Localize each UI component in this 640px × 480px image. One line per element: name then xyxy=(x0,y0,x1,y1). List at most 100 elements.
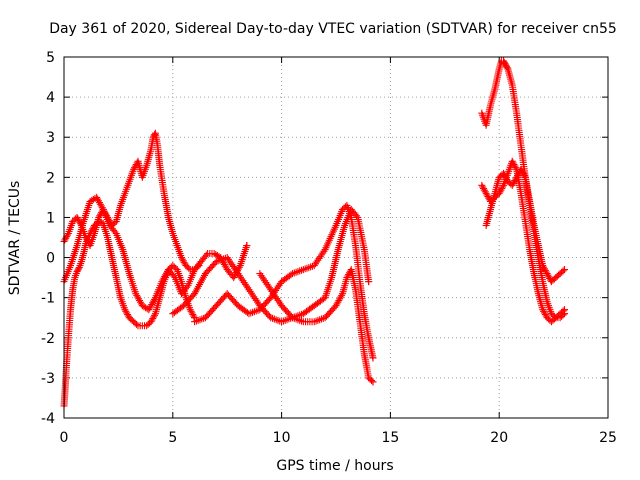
data-point xyxy=(151,311,159,319)
data-point xyxy=(227,259,235,267)
chart-title: Day 361 of 2020, Sidereal Day-to-day VTE… xyxy=(49,21,617,37)
data-point xyxy=(121,306,129,314)
data-point xyxy=(274,296,282,304)
data-point xyxy=(499,183,507,191)
data-point xyxy=(481,188,489,196)
x-tick-label: 10 xyxy=(273,430,291,446)
data-point xyxy=(484,193,492,201)
data-point xyxy=(311,260,319,268)
y-tick-label: -4 xyxy=(41,411,55,427)
data-point xyxy=(246,287,254,295)
data-point xyxy=(510,178,518,186)
data-point xyxy=(270,291,278,299)
data-point xyxy=(189,311,197,319)
data-point xyxy=(190,312,198,320)
data-point xyxy=(544,271,552,279)
data-point xyxy=(228,261,236,269)
data-point xyxy=(365,278,373,286)
data-point xyxy=(245,286,253,294)
data-point xyxy=(560,306,568,314)
data-point xyxy=(539,306,547,314)
data-point xyxy=(559,267,567,275)
data-point xyxy=(243,242,251,250)
data-point xyxy=(180,258,188,266)
data-point xyxy=(185,264,193,272)
data-point xyxy=(111,228,119,236)
data-point xyxy=(247,289,255,297)
data-point xyxy=(264,282,272,290)
data-point xyxy=(75,217,83,225)
data-point xyxy=(257,271,265,279)
y-axis-label: SDTVAR / TECUs xyxy=(7,181,23,296)
y-tick-label: -2 xyxy=(41,331,55,347)
data-point xyxy=(82,234,90,241)
data-point xyxy=(226,257,234,265)
data-point xyxy=(232,266,240,274)
data-point xyxy=(234,270,242,278)
data-point xyxy=(540,265,548,273)
data-point xyxy=(320,247,328,255)
y-tick-label: -1 xyxy=(41,291,55,307)
data-point xyxy=(314,256,322,264)
data-point xyxy=(240,279,248,287)
data-point xyxy=(252,296,260,304)
data-point xyxy=(268,287,276,295)
series-track-3 xyxy=(60,193,251,314)
data-point xyxy=(233,268,241,276)
data-point xyxy=(272,293,280,301)
y-tick-label: 3 xyxy=(46,130,55,146)
data-point xyxy=(123,309,131,317)
data-point xyxy=(479,183,487,191)
data-point xyxy=(224,255,232,263)
data-point xyxy=(250,293,258,301)
data-point xyxy=(96,212,104,220)
data-point xyxy=(235,263,243,271)
data-point xyxy=(519,169,527,177)
data-point xyxy=(269,289,277,297)
data-point xyxy=(267,286,275,294)
data-point xyxy=(244,284,252,292)
data-point xyxy=(61,236,69,244)
y-tick-label: 5 xyxy=(46,50,55,66)
data-point xyxy=(559,307,567,315)
data-point xyxy=(560,266,568,274)
data-point xyxy=(124,311,132,319)
data-point xyxy=(497,186,505,194)
data-point xyxy=(62,234,70,242)
data-point xyxy=(482,189,490,197)
data-point xyxy=(316,253,324,261)
data-point xyxy=(511,177,519,185)
data-point xyxy=(178,254,186,262)
data-point xyxy=(315,254,323,262)
data-point xyxy=(541,266,549,274)
data-point xyxy=(275,281,283,289)
data-point xyxy=(369,378,377,386)
x-tick-label: 20 xyxy=(490,430,508,446)
data-point xyxy=(511,162,519,170)
data-point xyxy=(258,273,266,281)
data-points xyxy=(60,57,568,410)
data-point xyxy=(229,262,237,270)
data-point xyxy=(150,295,158,303)
data-point xyxy=(540,309,548,317)
data-point xyxy=(498,185,506,193)
data-point xyxy=(256,270,264,278)
y-tick-label: 2 xyxy=(46,170,55,186)
data-point xyxy=(63,231,71,239)
data-point xyxy=(319,249,327,257)
data-point xyxy=(148,316,156,324)
data-point xyxy=(188,309,196,317)
x-axis-label: GPS time / hours xyxy=(276,458,393,474)
data-point xyxy=(343,274,351,282)
data-point xyxy=(508,181,516,189)
data-point xyxy=(122,307,130,315)
data-point xyxy=(235,271,243,279)
data-point xyxy=(520,170,528,178)
data-point xyxy=(510,160,518,168)
data-point xyxy=(251,295,259,303)
data-point xyxy=(275,298,283,306)
data-point xyxy=(267,294,275,302)
data-point xyxy=(541,311,549,319)
data-point xyxy=(369,354,377,362)
